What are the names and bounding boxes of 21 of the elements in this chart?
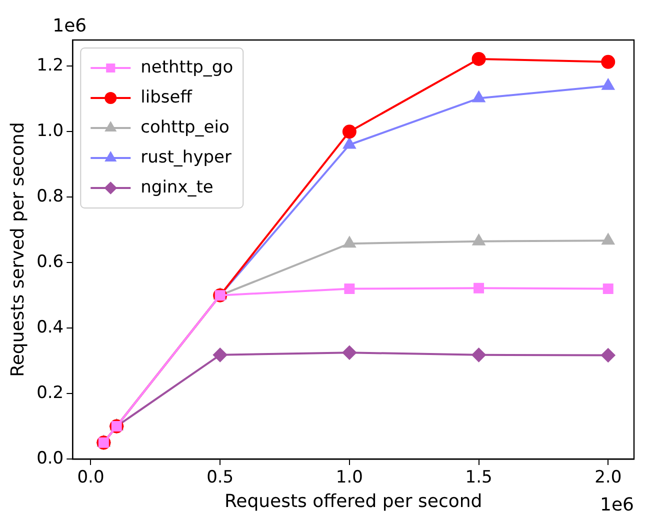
y-tick-label: 0.0 — [36, 448, 64, 468]
y-axis-title: Requests served per second — [7, 122, 28, 377]
y-tick-label: 1.0 — [36, 121, 64, 142]
y-tick-label: 0.8 — [36, 186, 64, 207]
y-tick-label: 1.2 — [36, 56, 64, 76]
x-tick-label: 1.0 — [336, 468, 363, 488]
legend-label: libseff — [140, 87, 194, 108]
y-tick-label: 0.2 — [36, 382, 64, 403]
text: 1e6 — [600, 494, 634, 516]
legend-label: nginx_te — [140, 177, 214, 198]
legend-label: nethttp_go — [140, 57, 234, 78]
x-tick-label: 0.5 — [206, 468, 234, 488]
legend-label: rust_hyper — [140, 147, 232, 168]
y-tick-label: 0.4 — [36, 317, 64, 338]
x-tick-label: 2.0 — [594, 468, 622, 488]
x-tick-label: 0.0 — [77, 468, 104, 488]
x-axis-title: Requests offered per second — [224, 490, 482, 512]
legend-label: cohttp_eio — [140, 117, 230, 138]
x-tick-label: 1.5 — [465, 468, 492, 488]
y-tick-label: 0.6 — [36, 252, 64, 272]
text: 1e6 — [52, 16, 87, 37]
